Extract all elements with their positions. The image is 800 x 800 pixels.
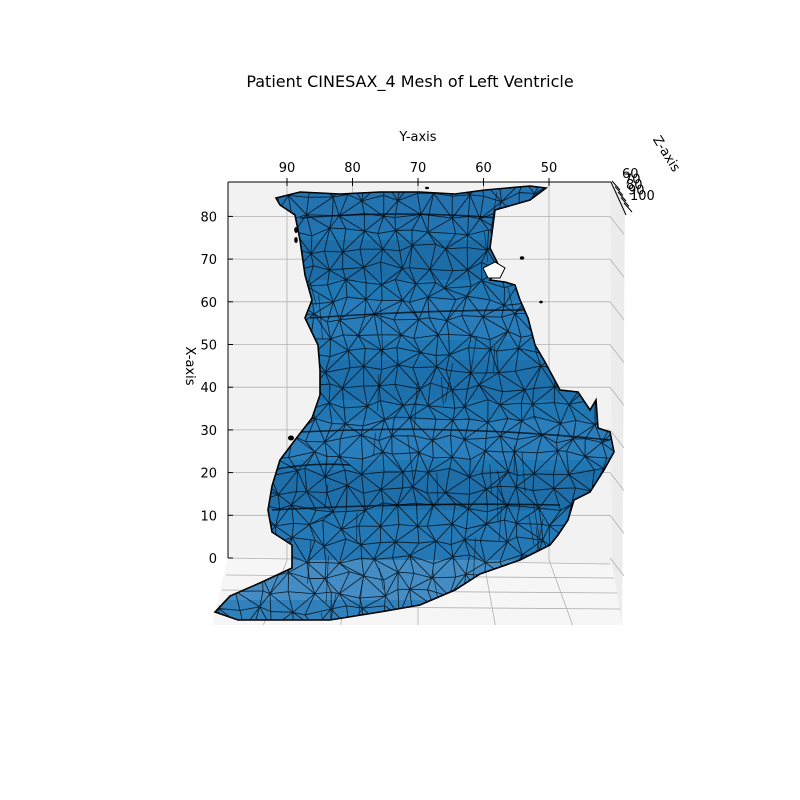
grid-line-x-side xyxy=(609,344,625,363)
z-axis-label: Z-axis xyxy=(649,133,683,175)
grid-line-x-side xyxy=(609,472,625,491)
mesh-contour xyxy=(309,309,531,319)
grid-line-x-side xyxy=(609,386,625,406)
grid-line-x-side xyxy=(609,557,625,577)
mesh-contour xyxy=(299,428,611,441)
y-axis-ticks: 90 80 70 60 50 xyxy=(279,161,558,186)
mesh-fragment xyxy=(288,435,294,441)
x-axis-ticks: 0 10 20 30 40 50 60 70 80 xyxy=(200,210,233,567)
grid-line-x-side xyxy=(609,515,625,534)
mesh-contour xyxy=(271,503,561,511)
y-tick-label: 60 xyxy=(475,161,492,176)
side-pane xyxy=(610,182,625,625)
x-tick-label: 50 xyxy=(200,339,217,354)
chart-title: Patient CINESAX_4 Mesh of Left Ventricle xyxy=(246,72,573,92)
grid-line-x-side xyxy=(609,429,625,449)
mesh-fragment xyxy=(425,186,429,190)
z-tick-label: 60 xyxy=(622,167,639,182)
y-axis-label: Y-axis xyxy=(398,130,436,145)
y-tick-label: 50 xyxy=(541,161,558,176)
axis-lines xyxy=(227,181,627,558)
z-tick-mark xyxy=(611,180,621,191)
x-tick-label: 0 xyxy=(209,552,217,567)
mesh-hole xyxy=(482,261,506,279)
mesh-fragment xyxy=(539,300,543,304)
x-tick-label: 20 xyxy=(200,467,217,482)
mesh-fragment xyxy=(294,237,298,243)
z-tick-label: 80 xyxy=(626,178,643,193)
x-tick-label: 10 xyxy=(200,509,217,524)
mesh-fragment xyxy=(294,227,298,233)
y-tick-label: 80 xyxy=(344,161,361,176)
x-tick-label: 40 xyxy=(200,381,217,396)
z-axis-line xyxy=(610,181,627,216)
z-tick-mark xyxy=(617,191,627,202)
z-tick-label: 90 xyxy=(628,184,645,199)
x-tick-label: 70 xyxy=(200,253,217,268)
z-tick-label: 100 xyxy=(630,189,655,204)
grid-line-x-side xyxy=(609,258,625,278)
grid-line-x-side xyxy=(609,216,625,235)
y-tick-label: 70 xyxy=(410,161,427,176)
mesh-contour xyxy=(271,463,351,471)
y-tick-label: 90 xyxy=(279,161,296,176)
grid-line-x-side xyxy=(609,301,625,321)
z-tick-mark xyxy=(614,186,624,196)
x-tick-label: 80 xyxy=(200,210,217,225)
x-tick-label: 30 xyxy=(200,424,217,439)
mesh-outline xyxy=(213,185,615,621)
mesh-fragment xyxy=(519,256,525,260)
x-tick-label: 60 xyxy=(200,296,217,311)
mesh-contour xyxy=(299,213,501,219)
x-axis-label: X-axis xyxy=(182,347,197,386)
z-tick-mark xyxy=(623,202,633,213)
z-tick-label: 70 xyxy=(624,173,641,188)
z-tick-mark xyxy=(620,197,630,207)
